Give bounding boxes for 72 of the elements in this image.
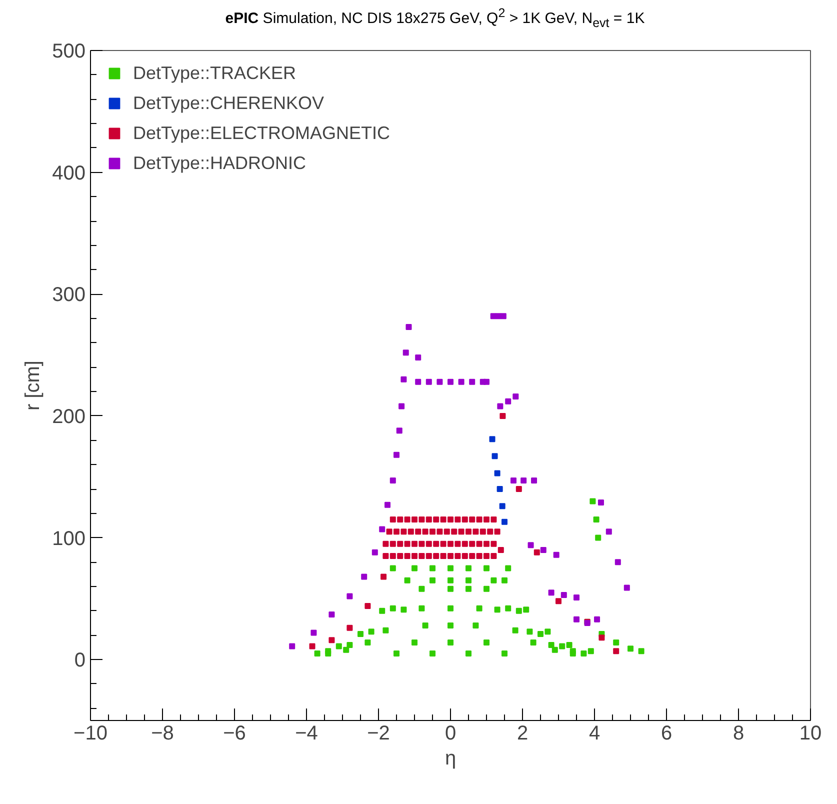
point (560, 592, 567, 598)
x-tick-label: −10 (74, 722, 108, 744)
point (510, 478, 516, 484)
x-tick-label: −8 (151, 722, 174, 744)
point (310, 630, 317, 636)
point (402, 350, 409, 356)
point (499, 503, 506, 510)
point (396, 428, 402, 434)
point (328, 612, 335, 618)
point (574, 616, 580, 622)
point (594, 616, 600, 622)
point (400, 376, 407, 382)
point (489, 436, 496, 442)
point (496, 486, 503, 492)
x-tick-label: 0 (444, 722, 456, 744)
point (436, 378, 443, 385)
point (398, 403, 405, 410)
x-tick-label: 10 (799, 722, 822, 744)
x-tick-label: −2 (367, 722, 390, 744)
point (553, 552, 560, 558)
point (528, 542, 534, 548)
y-axis-title: r [cm] (22, 360, 44, 410)
y-tick-label: 400 (52, 162, 86, 184)
point (458, 378, 464, 385)
point (448, 378, 454, 385)
point (390, 478, 396, 484)
point (415, 354, 422, 360)
x-tick-label: 2 (516, 722, 528, 744)
point (494, 470, 500, 476)
point (614, 559, 621, 566)
legend-label: DetType::HADRONIC (133, 152, 306, 174)
point (512, 393, 519, 400)
point (624, 584, 630, 591)
x-tick-label: 4 (588, 722, 600, 744)
y-tick-label: 0 (74, 650, 86, 672)
legend-label: DetType::TRACKER (133, 62, 296, 84)
point (379, 526, 386, 532)
y-tick-label: 200 (52, 406, 86, 428)
point (505, 398, 512, 404)
x-tick-label: −6 (223, 722, 246, 744)
point (289, 643, 296, 650)
y-tick-label: 500 (52, 40, 86, 62)
point (540, 546, 546, 553)
y-tick-label: 100 (52, 528, 86, 550)
point (548, 590, 554, 596)
legend-label: DetType::CHERENKOV (133, 92, 324, 114)
x-tick-label: 6 (660, 722, 672, 744)
point (415, 378, 422, 385)
point (492, 453, 498, 460)
point (574, 594, 580, 600)
point (520, 478, 527, 484)
point (372, 549, 378, 556)
x-axis-title: η (444, 748, 456, 770)
chart-title: ePIC Simulation, NC DIS 18x275 GeV, Q$^{2}$ > 1K GeV, N$_{evt}$ = 1K (225, 5, 645, 32)
y-tick-label: 300 (52, 284, 86, 306)
point (361, 574, 368, 580)
point (497, 403, 504, 410)
point (598, 499, 604, 506)
point (495, 313, 502, 320)
point (606, 528, 612, 535)
point (394, 452, 400, 458)
point (531, 478, 538, 484)
x-tick-label: 8 (732, 722, 744, 744)
point (469, 378, 476, 385)
point (346, 593, 353, 600)
point (426, 378, 432, 385)
point (384, 502, 390, 508)
point (406, 324, 412, 330)
x-tick-label: −4 (295, 722, 318, 744)
legend-label: DetType::ELECTROMAGNETIC (133, 122, 390, 144)
point (484, 378, 490, 385)
point (502, 518, 508, 525)
